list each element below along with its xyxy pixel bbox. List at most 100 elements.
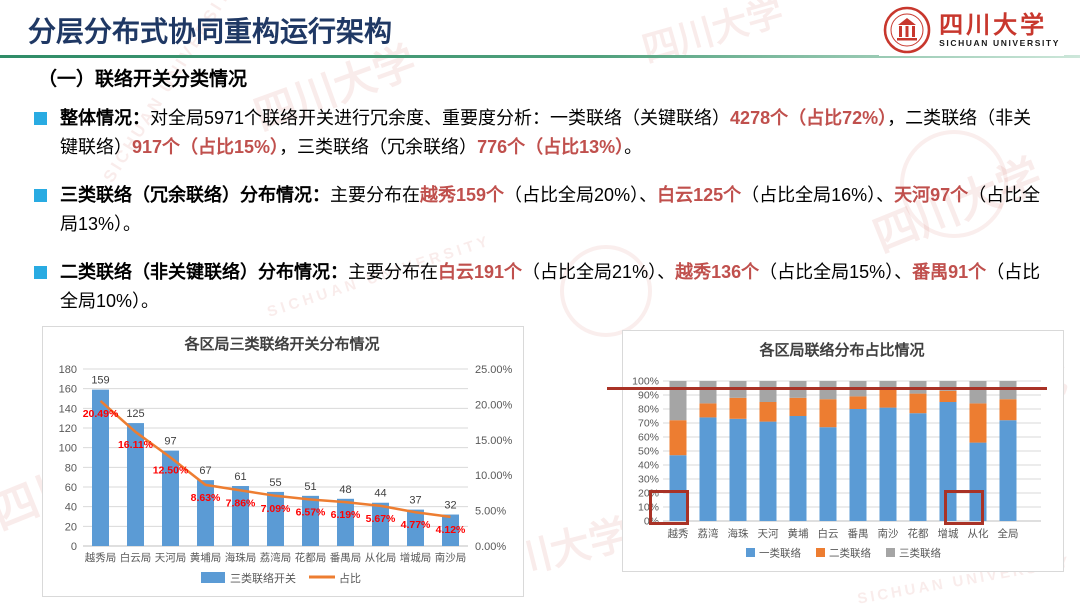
svg-text:55: 55: [269, 477, 281, 489]
bar: [442, 514, 459, 546]
stack-segment: [909, 393, 927, 414]
text-segment: 三类联络（冗余联络）分布情况：: [60, 185, 330, 205]
svg-text:20.00%: 20.00%: [475, 399, 513, 411]
svg-text:61: 61: [234, 471, 246, 483]
text-segment: 天河97个: [894, 185, 969, 205]
text-segment: 越秀136个: [675, 262, 760, 282]
stack-segment: [789, 416, 807, 521]
text-segment: 番禺91个: [912, 262, 987, 282]
stack-segment: [669, 455, 687, 521]
svg-text:越秀局: 越秀局: [85, 551, 117, 564]
svg-text:97: 97: [164, 436, 176, 448]
university-seal-icon: [883, 6, 931, 54]
legend-swatch: [816, 548, 825, 557]
svg-text:30%: 30%: [638, 474, 659, 486]
svg-text:7.86%: 7.86%: [226, 497, 256, 509]
text-segment: 二类联络（非关键联络）分布情况：: [60, 262, 348, 282]
bar: [337, 498, 354, 546]
stack-segment: [879, 389, 897, 408]
line-series: [99, 399, 451, 519]
svg-text:三类联络开关: 三类联络开关: [230, 571, 296, 585]
svg-text:20: 20: [65, 521, 77, 533]
svg-text:159: 159: [91, 375, 109, 387]
bullet-square-icon: [34, 189, 47, 202]
svg-text:二类联络: 二类联络: [829, 547, 871, 560]
svg-text:越秀: 越秀: [668, 527, 689, 540]
stack-segment: [699, 381, 717, 404]
svg-text:番禺局: 番禺局: [330, 552, 362, 564]
svg-text:80: 80: [65, 462, 77, 474]
highlight-box-annotation: [944, 490, 984, 525]
svg-text:12.50%: 12.50%: [153, 465, 189, 477]
text-segment: 整体情况：: [60, 108, 150, 128]
bar: [92, 389, 109, 546]
stack-segment: [999, 399, 1017, 421]
svg-text:10.00%: 10.00%: [475, 470, 513, 482]
bar: [372, 502, 389, 546]
title-divider-line: [0, 55, 1080, 58]
svg-text:天河局: 天河局: [155, 552, 187, 564]
page-title: 分层分布式协同重构运行架构: [28, 16, 393, 47]
stack-segment: [789, 397, 807, 416]
stack-segment: [819, 381, 837, 400]
stacked-chart-联络分布占比: 各区局联络分布占比情况 0% 10% 20% 30% 40% 50% 60% 70% 80% 90%…: [622, 330, 1064, 572]
svg-text:白云: 白云: [818, 527, 839, 540]
watermark-text: 四川大学: [637, 0, 788, 70]
text-segment: 776个（占比13%）: [477, 137, 625, 157]
svg-text:5.67%: 5.67%: [366, 513, 396, 525]
legend-bar-swatch: [201, 572, 225, 583]
legend-swatch: [746, 548, 755, 557]
bullet-square-icon: [34, 112, 47, 125]
svg-text:100%: 100%: [632, 376, 659, 388]
svg-text:南沙: 南沙: [878, 527, 899, 540]
svg-text:黄埔局: 黄埔局: [190, 551, 222, 564]
bullet-item: 三类联络（冗余联络）分布情况：主要分布在越秀159个（占比全局20%）、白云12…: [34, 181, 1048, 239]
stack-segment: [969, 403, 987, 443]
text-segment: 白云125个: [657, 185, 742, 205]
svg-text:荔湾局: 荔湾局: [260, 551, 292, 564]
svg-text:0: 0: [71, 541, 77, 553]
svg-text:180: 180: [59, 364, 77, 376]
stack-segment: [999, 420, 1017, 521]
bar: [302, 495, 319, 546]
svg-text:白云局: 白云局: [120, 551, 152, 564]
text-segment: ，二类联络（非关键联络）: [60, 108, 1032, 157]
svg-text:三类联络: 三类联络: [899, 547, 941, 560]
text-segment: 4278个（占比72%）: [730, 108, 888, 128]
svg-text:从化: 从化: [968, 527, 989, 540]
stack-segment: [909, 413, 927, 521]
text-segment: 对全局5971个联络开关进行冗余度、重要度分析：一类联络（关键联络）: [150, 108, 731, 128]
svg-text:海珠: 海珠: [728, 527, 749, 540]
svg-text:125: 125: [126, 408, 144, 420]
svg-text:16.11%: 16.11%: [118, 439, 154, 451]
svg-text:60: 60: [65, 482, 77, 494]
text-segment: 917个（占比15%）: [132, 137, 280, 157]
svg-text:160: 160: [59, 384, 77, 396]
svg-text:0.00%: 0.00%: [475, 541, 506, 553]
svg-text:60%: 60%: [638, 432, 659, 444]
svg-text:140: 140: [59, 403, 77, 415]
svg-text:增城: 增城: [938, 527, 959, 540]
stack-segment: [669, 381, 687, 421]
svg-text:70%: 70%: [638, 418, 659, 430]
svg-text:4.12%: 4.12%: [436, 524, 466, 536]
stack-segment: [819, 399, 837, 428]
svg-text:90%: 90%: [638, 390, 659, 402]
logo-cn-text: 四川大学: [939, 10, 1048, 39]
combo-chart-三类联络开关分布: 各区局三类联络开关分布情况 0 20 40 60 80 100 120 140 160 180 0.0…: [42, 326, 524, 597]
svg-text:32: 32: [444, 500, 456, 512]
svg-text:6.57%: 6.57%: [296, 506, 326, 518]
text-segment: （占比全局16%）、: [741, 185, 895, 205]
stack-segment: [879, 381, 897, 390]
stack-segment: [939, 390, 957, 402]
svg-text:增城局: 增城局: [400, 551, 432, 564]
stack-segment: [729, 397, 747, 419]
combo-chart-svg: 各区局三类联络开关分布情况 0 20 40 60 80 100 120 140 160 180 0.0…: [59, 335, 513, 585]
text-segment: 。: [624, 137, 643, 157]
text-segment: 主要分布在: [330, 185, 420, 205]
svg-text:40: 40: [65, 502, 77, 514]
bar: [162, 450, 179, 546]
text-segment: （占比全局21%）、: [522, 262, 676, 282]
svg-text:6.19%: 6.19%: [331, 509, 361, 521]
